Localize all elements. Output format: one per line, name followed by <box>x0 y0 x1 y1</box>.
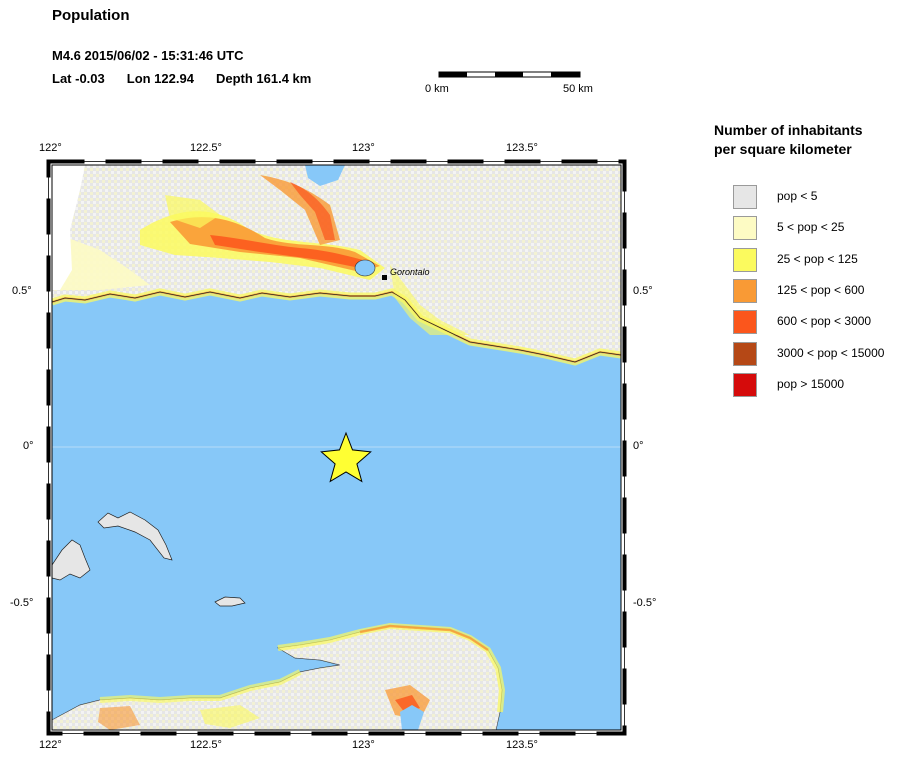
legend-label: pop > 15000 <box>777 377 845 391</box>
islands <box>52 511 246 607</box>
legend-swatch <box>733 185 757 209</box>
legend-swatch <box>733 342 757 366</box>
south-landmass <box>52 622 506 730</box>
map-frame <box>46 159 627 736</box>
map-area <box>52 165 621 730</box>
lat-tick-right: 0.5° <box>633 285 653 297</box>
event-info: M4.6 2015/06/02 - 15:31:46 UTC <box>52 48 244 63</box>
legend-swatch <box>733 310 757 334</box>
legend-title-line1: Number of inhabitants <box>714 122 863 138</box>
lon-tick-bottom: 122.5° <box>190 739 222 751</box>
lon-tick-top: 122.5° <box>190 142 222 154</box>
scale-start-label: 0 km <box>425 83 449 95</box>
map-title: Population <box>52 7 130 24</box>
lake <box>354 259 376 277</box>
lat-tick-left: 0.5° <box>12 285 32 297</box>
north-landmass <box>52 165 621 366</box>
legend-swatch <box>733 216 757 240</box>
lat-tick-right: -0.5° <box>633 597 657 609</box>
legend-swatch <box>733 373 757 397</box>
legend-label: 600 < pop < 3000 <box>777 314 872 328</box>
legend-label: pop < 5 <box>777 189 818 203</box>
lat-tick-left: 0° <box>23 440 34 452</box>
legend-swatch <box>733 248 757 272</box>
lat-tick-left: -0.5° <box>10 597 34 609</box>
lon-tick-top: 122° <box>39 142 62 154</box>
scale-bar <box>438 71 581 78</box>
lat-tick-right: 0° <box>633 440 644 452</box>
legend-label: 125 < pop < 600 <box>777 283 865 297</box>
latitude-text: Lat -0.03 <box>52 71 105 86</box>
lon-tick-top: 123° <box>352 142 375 154</box>
lon-tick-bottom: 123.5° <box>506 739 538 751</box>
legend-title-line2: per square kilometer <box>714 141 852 157</box>
longitude-text: Lon 122.94 <box>126 71 194 86</box>
event-location: Lat -0.03 Lon 122.94 Depth 161.4 km <box>52 71 311 86</box>
lon-tick-bottom: 122° <box>39 739 62 751</box>
city-label: Gorontalo <box>390 267 430 277</box>
lon-tick-bottom: 123° <box>352 739 375 751</box>
legend-title: Number of inhabitants per square kilomet… <box>714 121 863 159</box>
legend-label: 5 < pop < 25 <box>777 220 845 234</box>
city-marker <box>382 275 387 280</box>
epicenter-star <box>320 431 372 483</box>
legend-label: 25 < pop < 125 <box>777 252 858 266</box>
lon-tick-top: 123.5° <box>506 142 538 154</box>
scale-end-label: 50 km <box>563 83 593 95</box>
depth-text: Depth 161.4 km <box>215 71 312 86</box>
legend-label: 3000 < pop < 15000 <box>777 346 885 360</box>
legend-swatch <box>733 279 757 303</box>
